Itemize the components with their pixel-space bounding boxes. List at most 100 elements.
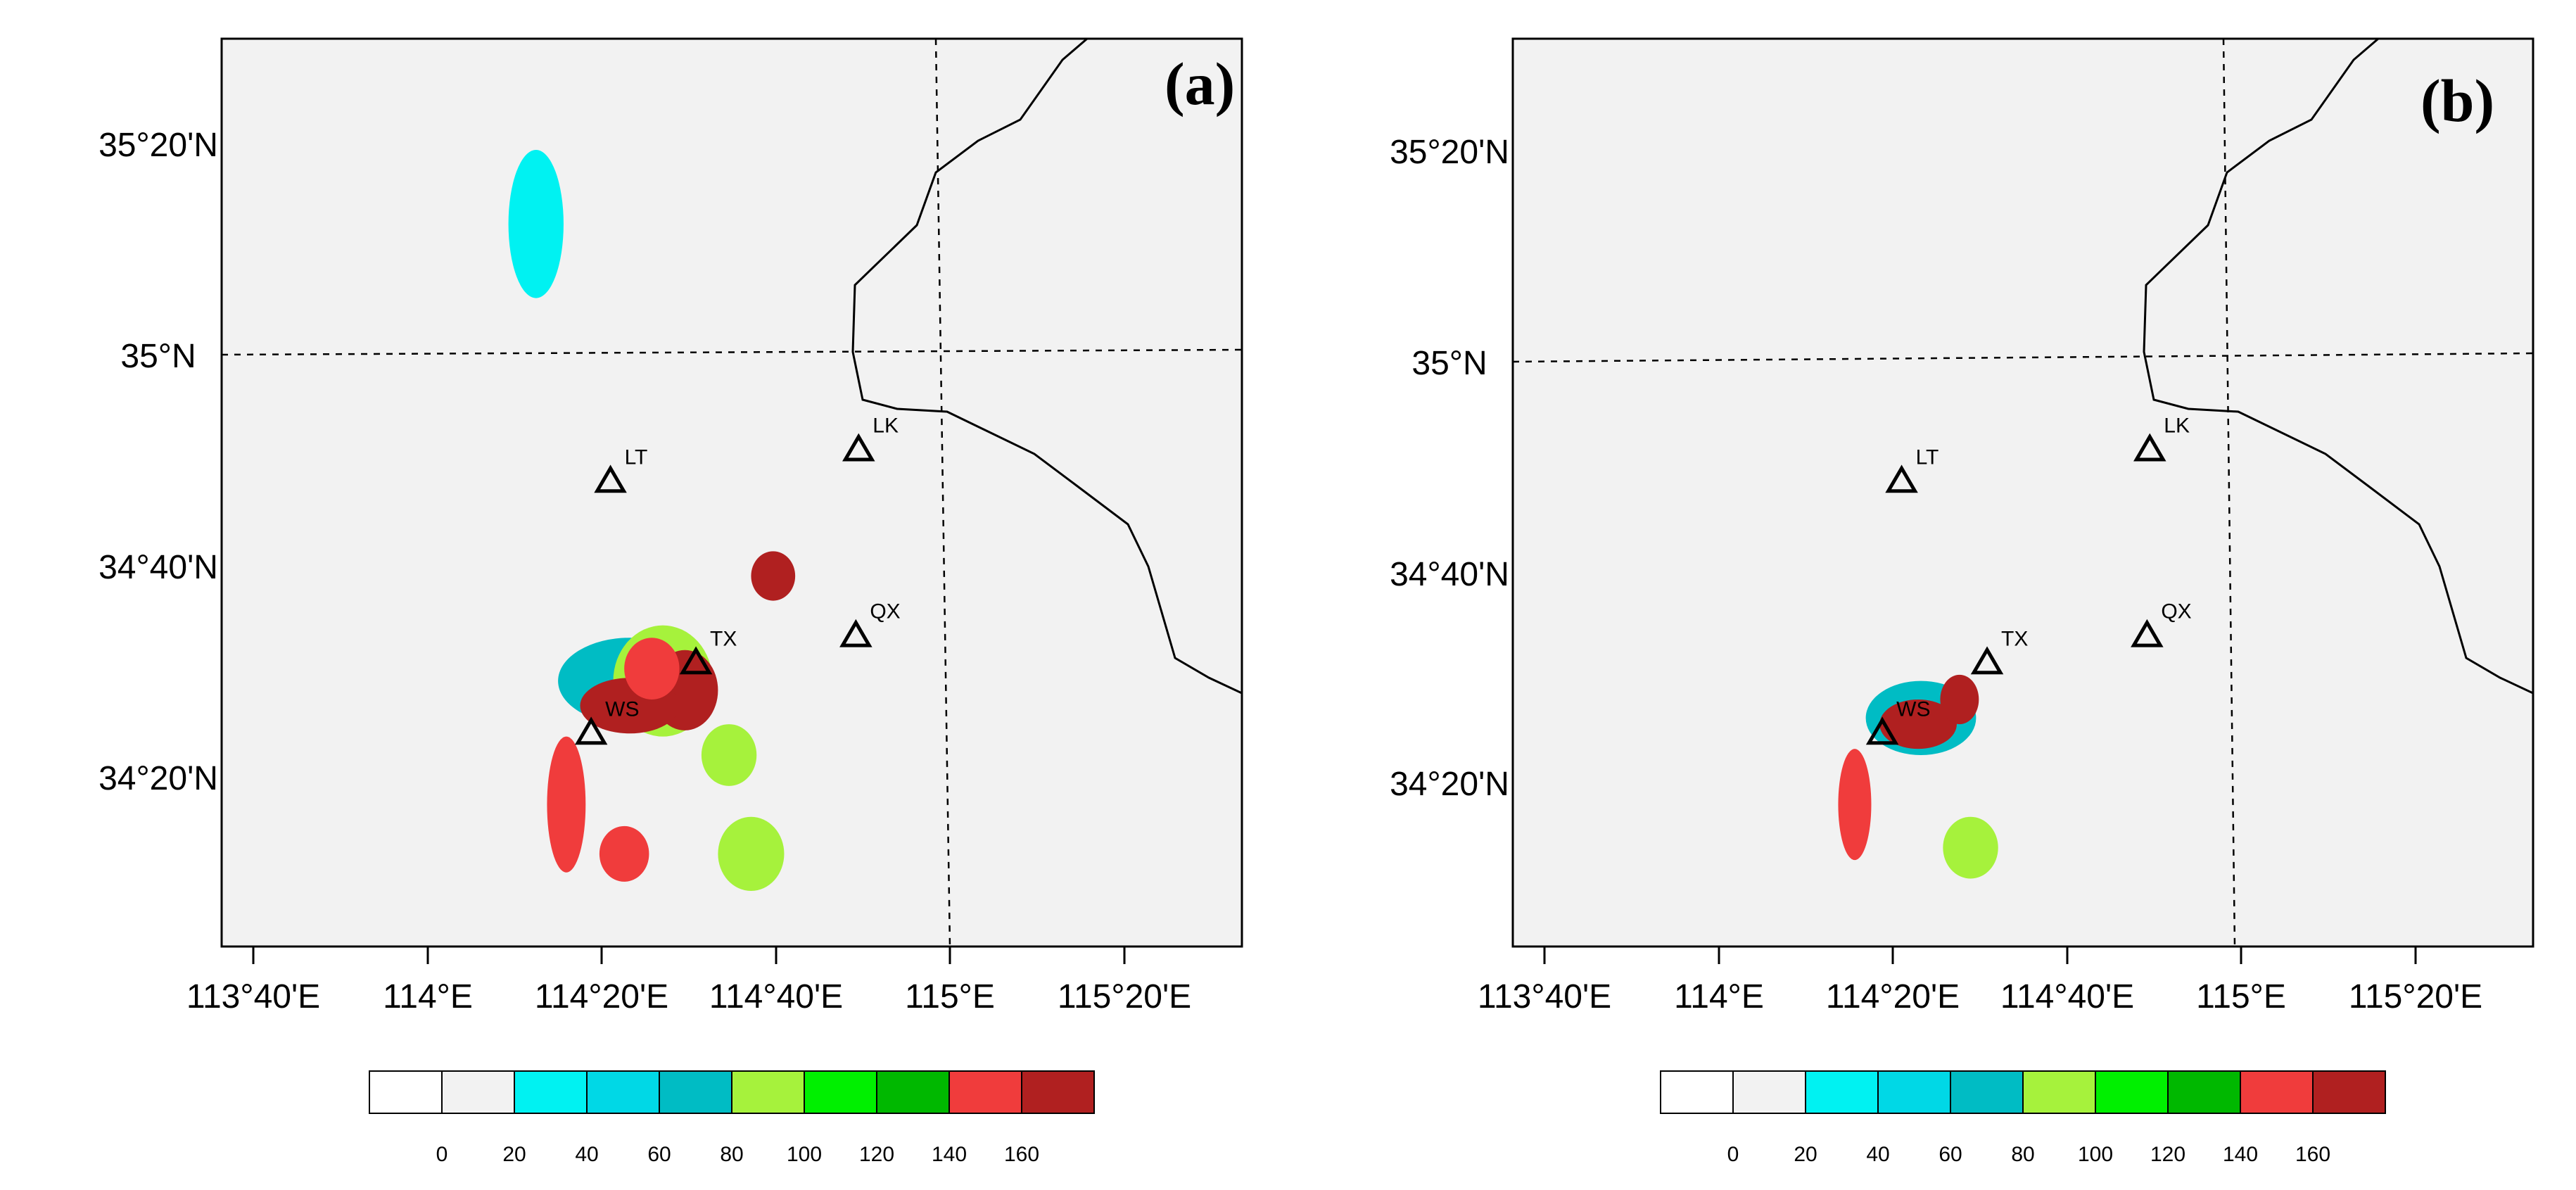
rain-area [1805, 119, 1850, 205]
lon-label-115-20: 115°20'E [2349, 978, 2482, 1015]
rain-area [2119, 422, 2164, 459]
station-marker-ws [1865, 716, 1899, 745]
colorbar-label: 20 [1794, 1143, 1817, 1166]
panel-label-a: (a) [1165, 50, 1235, 118]
rain-area [1879, 699, 1957, 749]
station-marker-tx [1970, 646, 2004, 675]
colorbar-swatch [1021, 1070, 1095, 1114]
colorbar-label: 0 [436, 1143, 448, 1166]
colorbar-swatch [1877, 1070, 1951, 1114]
colorbar-label: 40 [1866, 1143, 1889, 1166]
rain-area [599, 825, 649, 882]
colorbar-swatch [514, 1070, 588, 1114]
rain-area [1998, 464, 2076, 527]
lon-label-114-40: 114°40'E [709, 978, 843, 1015]
rain-area [2268, 823, 2357, 885]
colorbar-swatch [369, 1070, 443, 1114]
colorbar-swatch [804, 1070, 877, 1114]
lon-label-115-20: 115°20'E [1058, 978, 1191, 1015]
colorbar-label: 80 [2011, 1143, 2034, 1166]
lat-label-35: 35°N [120, 338, 196, 375]
colorbar-label: 100 [2078, 1143, 2113, 1166]
rain-area [1832, 718, 2241, 928]
colorbar-label: 100 [787, 1143, 822, 1166]
rain-area [624, 638, 680, 700]
colorbar-swatch [1660, 1070, 1734, 1114]
rain-area [547, 736, 586, 873]
lon-label-114-20: 114°20'E [1826, 978, 1960, 1015]
rain-area [652, 514, 839, 650]
rain-area [1940, 674, 1979, 725]
rain-area [1943, 816, 1998, 879]
colorbar-label: 20 [502, 1143, 526, 1166]
lat-label-35-20: 35°20'N [99, 127, 218, 164]
station-label-lk: LK [2164, 414, 2190, 438]
colorbar-swatch [441, 1070, 515, 1114]
colorbar-label: 160 [2295, 1143, 2330, 1166]
station-label-ws: WS [1896, 697, 1930, 721]
colorbar-swatch [1805, 1070, 1879, 1114]
grid-lines [1512, 38, 2534, 947]
lat-axis: 35°20'N 35°N 34°40'N 34°20'N [99, 127, 218, 797]
province-border [851, 39, 1242, 695]
station-marker-lt [1885, 464, 1918, 493]
lat-label-34-40: 34°40'N [99, 549, 218, 586]
rain-layer [420, 44, 1105, 928]
rain-area [1739, 878, 1784, 916]
station-label-lt: LT [625, 445, 648, 469]
station-marker-ws [574, 716, 608, 745]
colorbar-swatch [1950, 1070, 2024, 1114]
colorbar-swatch [2240, 1070, 2314, 1114]
rain-layer [1739, 119, 2357, 928]
lat-label-34-40: 34°40'N [1390, 556, 1509, 593]
lat-label-35: 35°N [1411, 345, 1487, 382]
lon-axis: 113°40'E 114°E 114°20'E 114°40'E 115°E 1… [186, 947, 1191, 1015]
colorbar-swatch [1732, 1070, 1806, 1114]
colorbar-label: 80 [720, 1143, 743, 1166]
station-marker-qx [839, 619, 873, 647]
station-label-qx: QX [2161, 600, 2191, 624]
colorbar-swatch [2095, 1070, 2169, 1114]
station-marker-lt [594, 464, 627, 493]
rain-area [448, 866, 493, 904]
lat-axis: 35°20'N 35°N 34°40'N 34°20'N [1390, 134, 1509, 803]
lon-label-114: 114°E [383, 978, 473, 1015]
colorbar-label: 0 [1727, 1143, 1739, 1166]
station-label-qx: QX [870, 600, 900, 624]
colorbar-label: 140 [932, 1143, 967, 1166]
colorbar-swatch [2312, 1070, 2386, 1114]
rain-area [916, 693, 983, 743]
colorbar-label: 140 [2223, 1143, 2258, 1166]
colorbar-label: 120 [2150, 1143, 2185, 1166]
lon-label-114-20: 114°20'E [535, 978, 668, 1015]
rain-area [718, 816, 785, 892]
colorbar-swatch [876, 1070, 950, 1114]
lon-axis: 113°40'E 114°E 114°20'E 114°40'E 115°E 1… [1478, 947, 2482, 1015]
station-markers: LT LK QX TX WS [574, 414, 901, 745]
colorbar-swatch [659, 1070, 732, 1114]
station-markers: LT LK QX TX WS [1865, 414, 2192, 745]
panel-label-b: (b) [2420, 67, 2494, 134]
lon-label-115: 115°E [2196, 978, 2286, 1015]
colorbar-label: 40 [575, 1143, 598, 1166]
rain-area [751, 551, 796, 601]
colorbar-label: 60 [647, 1143, 671, 1166]
colorbar-label: 120 [859, 1143, 894, 1166]
station-label-lk: LK [873, 414, 899, 438]
lon-label-113-40: 113°40'E [186, 978, 320, 1015]
colorbar-b: 0 20 40 60 80 100 120 140 160 [1660, 1070, 2386, 1166]
colorbar-label: 160 [1004, 1143, 1039, 1166]
rain-area [508, 149, 564, 298]
rain-area [1838, 242, 1872, 292]
colorbar-swatch [948, 1070, 1022, 1114]
rain-area [745, 433, 823, 508]
station-marker-qx [2131, 619, 2164, 647]
lat-label-34-20: 34°20'N [99, 760, 218, 797]
station-label-ws: WS [605, 697, 639, 721]
lon-label-114-40: 114°40'E [2000, 978, 2134, 1015]
station-marker-lk [2133, 433, 2166, 462]
colorbar-swatch [586, 1070, 660, 1114]
